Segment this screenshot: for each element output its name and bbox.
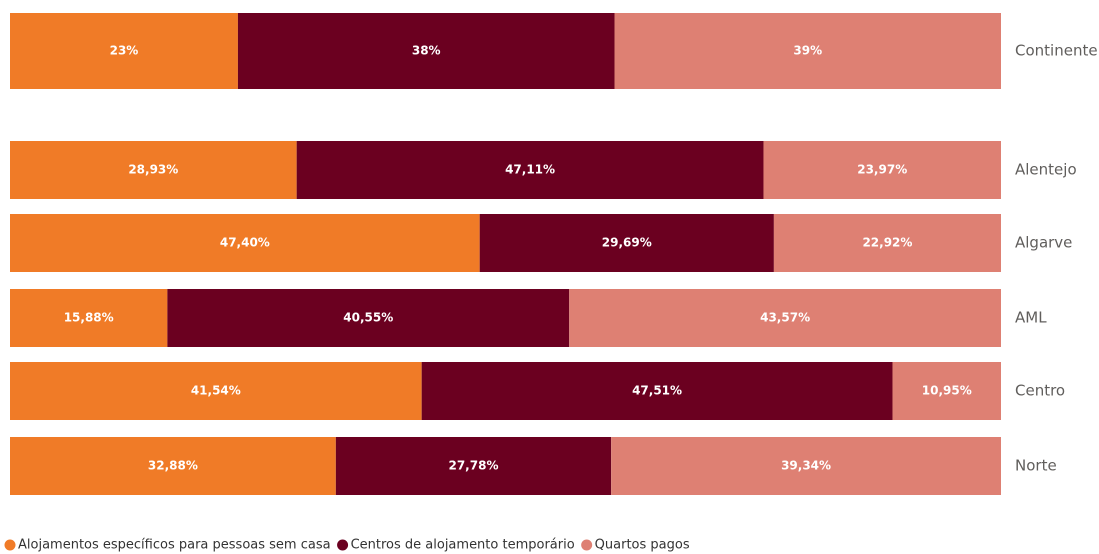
bar-segment [10, 13, 238, 89]
value-label: 22,92% [862, 236, 912, 250]
bar-segment [10, 141, 297, 199]
value-label: 43,57% [760, 311, 810, 325]
value-label: 41,54% [191, 384, 241, 398]
bar-segment [892, 362, 1001, 420]
bar-segment [611, 437, 1001, 495]
value-label: 15,88% [64, 311, 114, 325]
bar-segment [773, 214, 1001, 272]
value-label: 47,40% [220, 236, 270, 250]
bar-segment [10, 437, 336, 495]
category-label: AML [1015, 309, 1047, 327]
value-label: 32,88% [148, 459, 198, 473]
category-label: Algarve [1015, 234, 1072, 252]
bar-segment [421, 362, 893, 420]
bar-segment [335, 437, 612, 495]
category-label: Norte [1015, 457, 1057, 475]
bar-segment [167, 289, 570, 347]
value-label: 47,11% [505, 163, 555, 177]
bar-segment [237, 13, 615, 89]
category-label: Alentejo [1015, 161, 1077, 179]
value-label: 23,97% [857, 163, 907, 177]
bar-segment [296, 141, 764, 199]
value-label: 47,51% [632, 384, 682, 398]
value-label: 28,93% [128, 163, 178, 177]
bar-segment [763, 141, 1001, 199]
bar-segment [569, 289, 1001, 347]
value-label: 39% [793, 44, 822, 58]
legend-label: Alojamentos específicos para pessoas sem… [18, 538, 331, 553]
bar-segment [10, 362, 422, 420]
bar-segment [479, 214, 774, 272]
bar-segment [614, 13, 1001, 89]
legend-swatch [581, 539, 593, 551]
value-label: 39,34% [781, 459, 831, 473]
value-label: 27,78% [448, 459, 498, 473]
category-label: Centro [1015, 382, 1065, 400]
value-label: 29,69% [602, 236, 652, 250]
value-label: 38% [412, 44, 441, 58]
value-label: 40,55% [343, 311, 393, 325]
legend-label: Centros de alojamento temporário [351, 538, 575, 553]
category-label: Continente [1015, 42, 1098, 60]
value-label: 10,95% [922, 384, 972, 398]
value-label: 23% [110, 44, 139, 58]
legend-label: Quartos pagos [595, 538, 690, 553]
legend-swatch [337, 539, 349, 551]
bar-segment [10, 289, 168, 347]
bar-segment [10, 214, 480, 272]
legend-swatch [4, 539, 16, 551]
